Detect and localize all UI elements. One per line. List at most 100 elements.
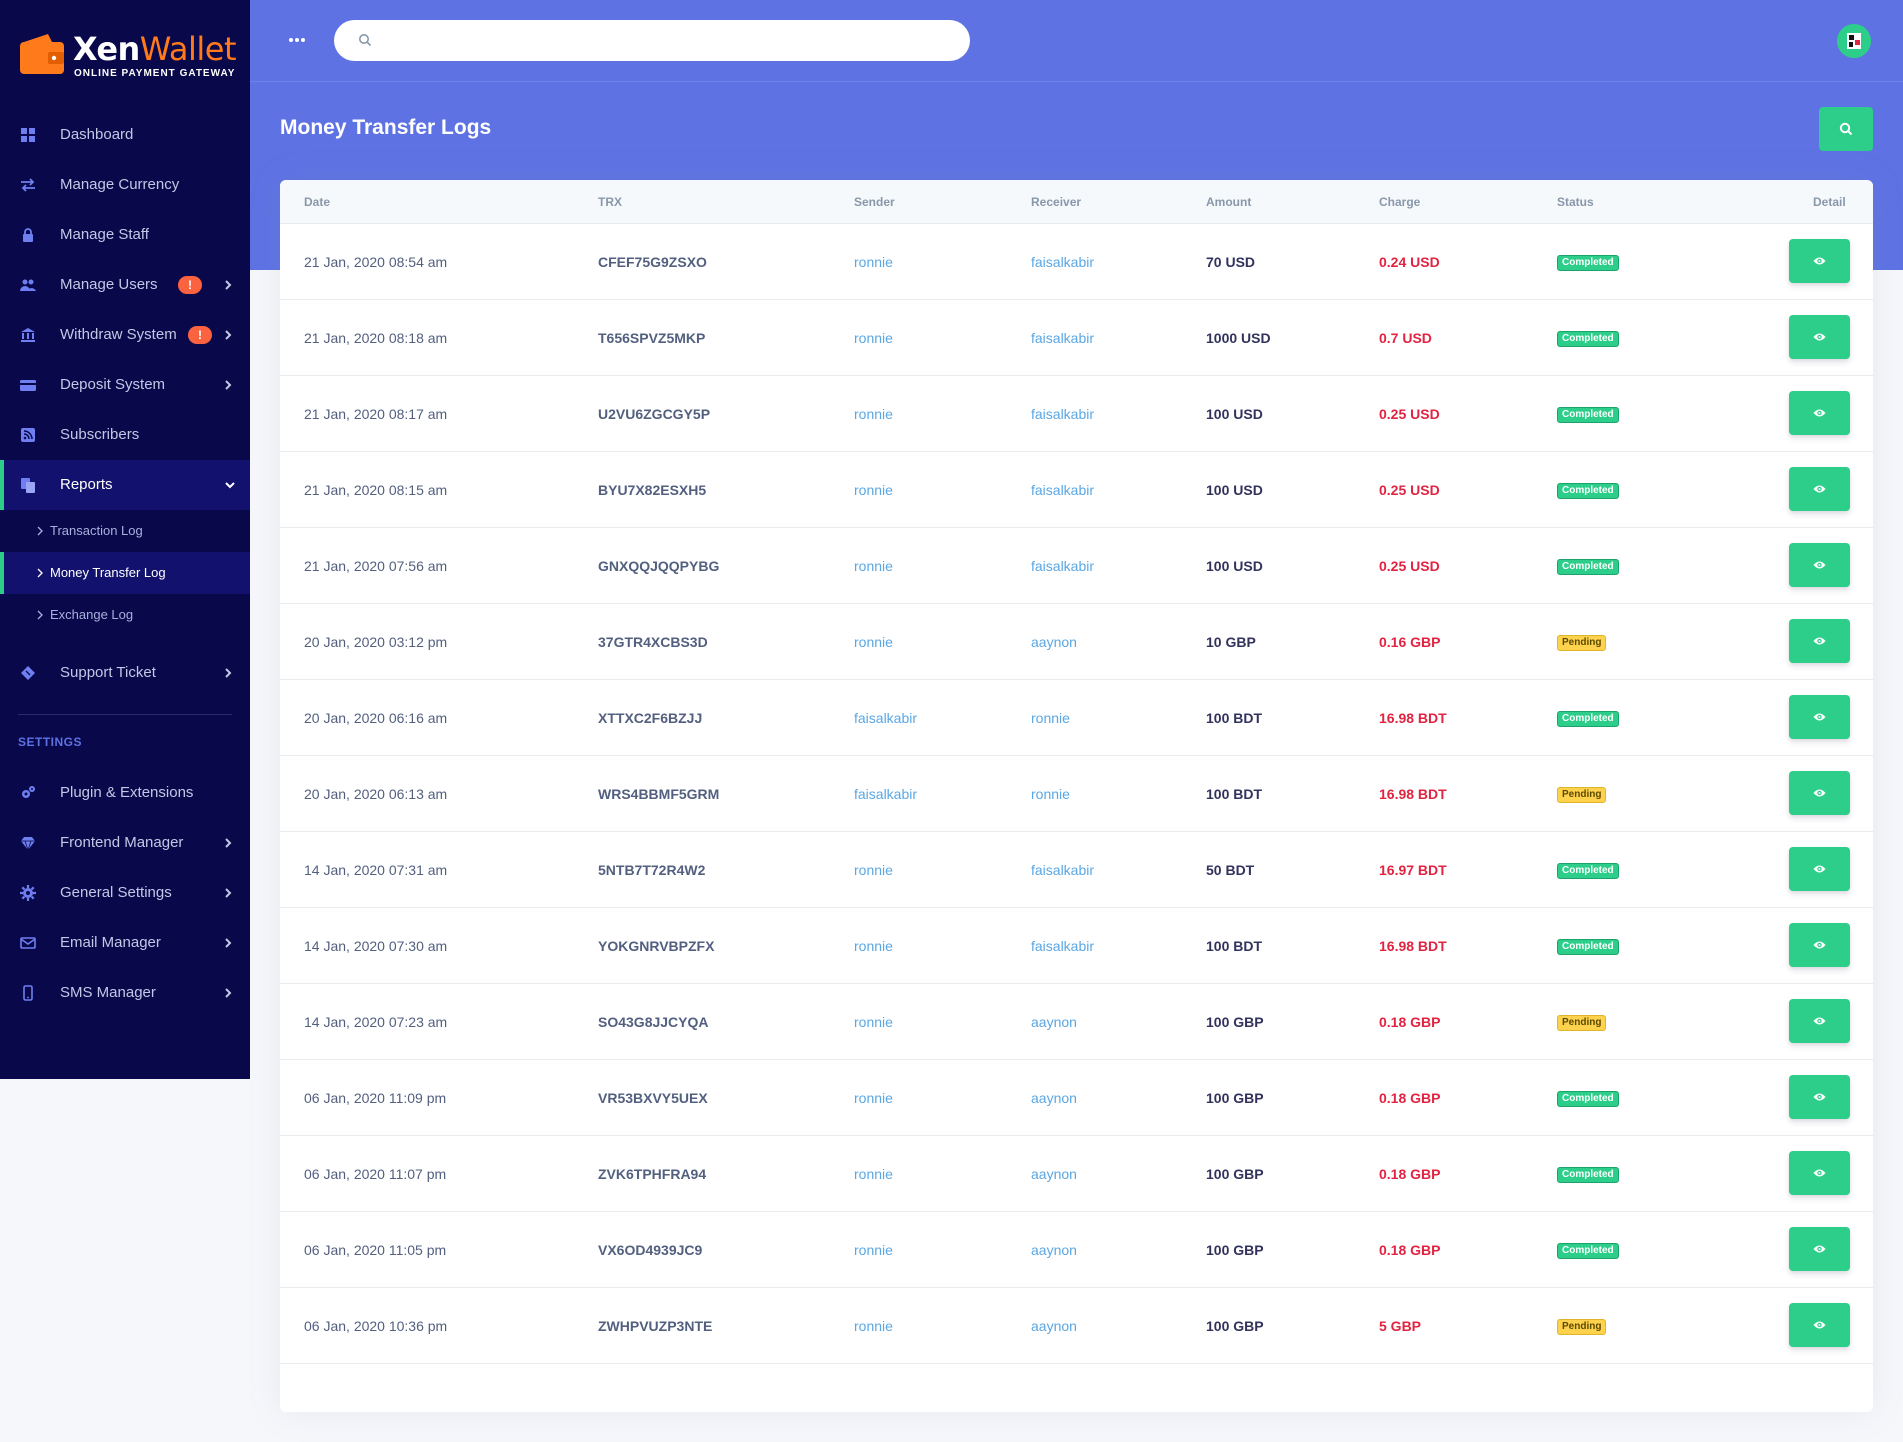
- view-detail-button[interactable]: [1789, 1075, 1850, 1119]
- sender-link[interactable]: ronnie: [854, 254, 893, 270]
- receiver-link[interactable]: faisalkabir: [1031, 254, 1095, 270]
- chevron-down-icon: [225, 482, 235, 489]
- date-cell: 06 Jan, 2020 11:05 pm: [304, 1242, 447, 1258]
- view-detail-button[interactable]: [1789, 467, 1850, 511]
- sidebar-item-subscribers[interactable]: Subscribers: [0, 410, 250, 460]
- sidebar-item-reports[interactable]: Reports: [0, 460, 250, 510]
- sidebar-subitem-money-transfer-log[interactable]: Money Transfer Log: [0, 552, 250, 594]
- receiver-link[interactable]: aaynon: [1031, 634, 1077, 650]
- column-header-detail: Detail: [1813, 195, 1846, 209]
- sidebar-item-dashboard[interactable]: Dashboard: [0, 110, 250, 160]
- sidebar-item-frontend-manager[interactable]: Frontend Manager: [0, 818, 250, 868]
- receiver-link[interactable]: aaynon: [1031, 1242, 1077, 1258]
- charge-cell: 0.25 USD: [1379, 482, 1440, 498]
- receiver-link[interactable]: faisalkabir: [1031, 862, 1095, 878]
- amount-cell: 100 GBP: [1206, 1166, 1264, 1182]
- view-detail-button[interactable]: [1789, 1227, 1850, 1271]
- receiver-link[interactable]: ronnie: [1031, 786, 1070, 802]
- view-detail-button[interactable]: [1789, 619, 1850, 663]
- sidebar-item-label: General Settings: [60, 884, 172, 901]
- receiver-link[interactable]: faisalkabir: [1031, 558, 1095, 574]
- avatar[interactable]: [1837, 24, 1871, 58]
- view-detail-button[interactable]: [1789, 239, 1850, 283]
- sender-link[interactable]: ronnie: [854, 482, 893, 498]
- view-detail-button[interactable]: [1789, 847, 1850, 891]
- receiver-link[interactable]: ronnie: [1031, 710, 1070, 726]
- search-input[interactable]: [380, 28, 950, 53]
- trx-cell: XTTXC2F6BZJJ: [598, 710, 703, 726]
- charge-cell: 0.18 GBP: [1379, 1166, 1441, 1182]
- receiver-link[interactable]: faisalkabir: [1031, 406, 1095, 422]
- column-header-charge: Charge: [1379, 195, 1421, 209]
- sidebar-subitem-transaction-log[interactable]: Transaction Log: [0, 510, 250, 552]
- view-detail-button[interactable]: [1789, 695, 1850, 739]
- charge-cell: 0.24 USD: [1379, 254, 1440, 270]
- top-navbar: [250, 0, 1903, 82]
- receiver-link[interactable]: aaynon: [1031, 1166, 1077, 1182]
- date-cell: 14 Jan, 2020 07:30 am: [304, 938, 448, 954]
- view-detail-button[interactable]: [1789, 543, 1850, 587]
- chevron-right-icon: [37, 610, 43, 620]
- rss-icon: [21, 428, 35, 442]
- receiver-link[interactable]: aaynon: [1031, 1318, 1077, 1334]
- amount-cell: 100 BDT: [1206, 938, 1263, 954]
- sidebar-item-sms-manager[interactable]: SMS Manager: [0, 968, 250, 1018]
- eye-icon: [1813, 1245, 1826, 1253]
- view-detail-button[interactable]: [1789, 391, 1850, 435]
- sidebar-item-general-settings[interactable]: General Settings: [0, 868, 250, 918]
- sidebar-item-manage-currency[interactable]: Manage Currency: [0, 160, 250, 210]
- sender-link[interactable]: ronnie: [854, 634, 893, 650]
- sidebar-item-manage-users[interactable]: Manage Users !: [0, 260, 250, 310]
- receiver-link[interactable]: faisalkabir: [1031, 482, 1095, 498]
- sender-link[interactable]: faisalkabir: [854, 786, 918, 802]
- receiver-link[interactable]: aaynon: [1031, 1014, 1077, 1030]
- sidebar-item-label: Withdraw System: [60, 326, 177, 343]
- sidebar-item-plugin-extensions[interactable]: Plugin & Extensions: [0, 768, 250, 818]
- sidebar-item-email-manager[interactable]: Email Manager: [0, 918, 250, 968]
- view-detail-button[interactable]: [1789, 315, 1850, 359]
- eye-icon: [1813, 941, 1826, 949]
- ticket-icon: [21, 666, 35, 680]
- sidebar-item-deposit-system[interactable]: Deposit System: [0, 360, 250, 410]
- sender-link[interactable]: ronnie: [854, 406, 893, 422]
- sender-link[interactable]: ronnie: [854, 1014, 893, 1030]
- charge-cell: 0.18 GBP: [1379, 1090, 1441, 1106]
- view-detail-button[interactable]: [1789, 1151, 1850, 1195]
- sender-link[interactable]: ronnie: [854, 1242, 893, 1258]
- search-button[interactable]: [1819, 107, 1873, 151]
- sender-link[interactable]: ronnie: [854, 938, 893, 954]
- view-detail-button[interactable]: [1789, 999, 1850, 1043]
- sender-link[interactable]: ronnie: [854, 558, 893, 574]
- eye-icon: [1813, 1169, 1826, 1177]
- chevron-right-icon: [225, 668, 232, 678]
- trx-cell: 5NTB7T72R4W2: [598, 862, 706, 878]
- brand-logo[interactable]: XenWallet ONLINE PAYMENT GATEWAY: [18, 26, 237, 82]
- sender-link[interactable]: ronnie: [854, 1166, 893, 1182]
- receiver-link[interactable]: faisalkabir: [1031, 330, 1095, 346]
- sidebar-item-label: Manage Users: [60, 276, 158, 293]
- trx-cell: 37GTR4XCBS3D: [598, 634, 708, 650]
- column-header-status: Status: [1557, 195, 1594, 209]
- search-icon: [1839, 122, 1853, 136]
- table-row: 20 Jan, 2020 03:12 pm 37GTR4XCBS3D ronnie a…: [280, 604, 1873, 680]
- sender-link[interactable]: ronnie: [854, 1318, 893, 1334]
- sidebar-item-support-ticket[interactable]: Support Ticket: [0, 648, 250, 698]
- view-detail-button[interactable]: [1789, 923, 1850, 967]
- receiver-link[interactable]: aaynon: [1031, 1090, 1077, 1106]
- card-icon: [20, 380, 36, 391]
- sidebar-subitem-exchange-log[interactable]: Exchange Log: [0, 594, 250, 636]
- sender-link[interactable]: ronnie: [854, 1090, 893, 1106]
- view-detail-button[interactable]: [1789, 771, 1850, 815]
- receiver-link[interactable]: faisalkabir: [1031, 938, 1095, 954]
- sender-link[interactable]: ronnie: [854, 330, 893, 346]
- sidebar-item-withdraw-system[interactable]: Withdraw System !: [0, 310, 250, 360]
- date-cell: 06 Jan, 2020 11:09 pm: [304, 1090, 447, 1106]
- sidebar-item-manage-staff[interactable]: Manage Staff: [0, 210, 250, 260]
- sender-link[interactable]: ronnie: [854, 862, 893, 878]
- status-badge: Pending: [1557, 1015, 1607, 1031]
- view-detail-button[interactable]: [1789, 1303, 1850, 1347]
- more-dots-icon[interactable]: [286, 30, 308, 50]
- sender-link[interactable]: faisalkabir: [854, 710, 918, 726]
- charge-cell: 0.7 USD: [1379, 330, 1432, 346]
- alert-badge: !: [178, 276, 202, 294]
